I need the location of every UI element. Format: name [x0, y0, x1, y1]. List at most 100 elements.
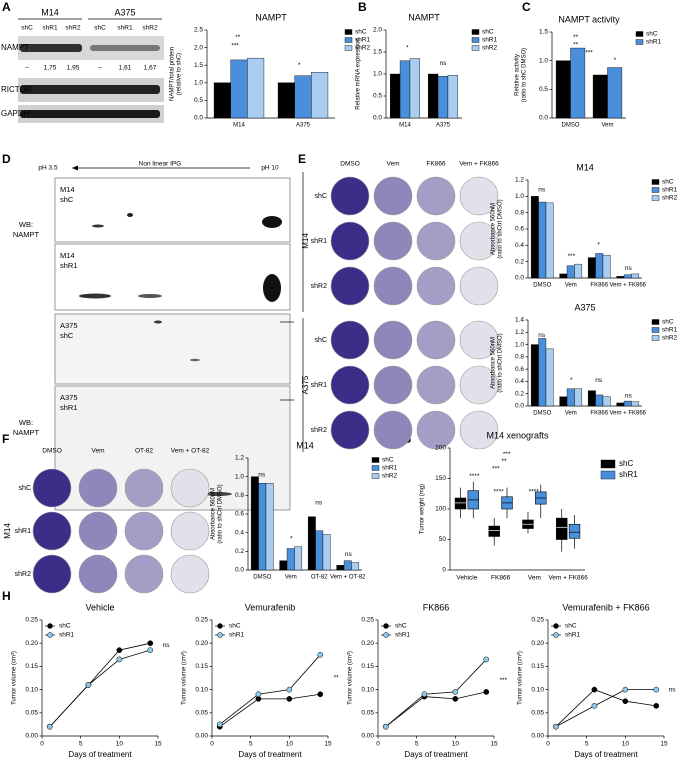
- bar: [545, 202, 554, 279]
- y-tick-label: 0.15: [361, 663, 374, 670]
- y-tick-label: 0.5: [539, 86, 548, 93]
- bar: [279, 560, 288, 571]
- significance: ***: [499, 677, 507, 684]
- x-tick-label: 15: [660, 741, 668, 748]
- bar: [559, 396, 568, 407]
- y-tick-label: 0.25: [195, 617, 208, 624]
- y-tick-label: 0.0: [194, 115, 203, 122]
- marker: [317, 691, 324, 698]
- significance: ns: [538, 332, 546, 339]
- bar: [294, 546, 303, 571]
- panel-letter: C: [522, 0, 531, 14]
- y-axis-label: (ratio to shCtrl DMSO): [218, 484, 224, 543]
- plate: [416, 176, 456, 216]
- y-tick-label: 1.0: [194, 80, 203, 87]
- plate: [416, 221, 456, 261]
- y-tick-label: 1.0: [373, 71, 382, 78]
- y-tick-label: 0.5: [373, 93, 382, 100]
- plate: [170, 554, 210, 594]
- marker: [216, 721, 223, 728]
- legend-label: shC: [662, 319, 674, 326]
- y-tick-label: 0.05: [195, 710, 208, 717]
- marker: [255, 691, 262, 698]
- legend-label: shC: [229, 623, 241, 630]
- series-line: [219, 654, 321, 725]
- marker: [147, 640, 154, 647]
- marker: [622, 698, 629, 705]
- band: [90, 45, 160, 51]
- legend-label: shR1: [59, 632, 75, 639]
- y-tick-label: 0.8: [515, 209, 524, 216]
- treatment-label: DMSO: [42, 448, 62, 455]
- bar: [538, 201, 547, 279]
- plate: [373, 176, 413, 216]
- x-tick-label: Vem: [601, 123, 613, 129]
- significance: ***: [585, 49, 593, 56]
- marker: [421, 691, 428, 698]
- bar: [530, 344, 539, 407]
- y-axis-label: Tumor weight (mg): [420, 484, 426, 534]
- y-tick-label: 0.00: [25, 733, 38, 740]
- spot: [154, 320, 162, 324]
- bar: [616, 276, 625, 279]
- y-axis-label: (ratio to shC DMSO): [522, 48, 528, 102]
- bar: [311, 72, 329, 119]
- bar: [566, 265, 575, 279]
- spot: [92, 224, 104, 228]
- plate: [459, 410, 499, 450]
- x-tick-label: M14: [399, 123, 411, 129]
- marker: [317, 651, 324, 658]
- marker: [147, 647, 154, 654]
- panel-letter: F: [2, 432, 9, 446]
- y-tick-label: 1.4: [515, 317, 524, 324]
- legend-swatch: [651, 187, 660, 193]
- bar: [607, 67, 623, 119]
- y-tick-label: 0.8: [235, 492, 244, 499]
- series-line: [555, 689, 657, 728]
- plate: [330, 266, 370, 306]
- bar: [623, 274, 632, 279]
- bar: [623, 400, 632, 407]
- y-tick-label: 0.25: [361, 617, 374, 624]
- y-tick-label: 2.0: [373, 27, 382, 34]
- x-tick-label: 15: [490, 741, 498, 748]
- y-tick-label: 0.10: [195, 686, 208, 693]
- legend-label: shR1: [662, 187, 678, 194]
- x-tick-label: Vem + FK866: [548, 575, 588, 582]
- y-tick-label: 0.00: [195, 733, 208, 740]
- legend-marker: [47, 632, 53, 638]
- spot: [190, 358, 200, 362]
- spot: [79, 293, 111, 299]
- legend-swatch: [471, 45, 480, 51]
- bar: [595, 394, 604, 407]
- sample-label: M14: [60, 185, 75, 194]
- bar: [315, 530, 324, 571]
- legend-label: shC: [382, 457, 394, 464]
- sample-label: shC: [60, 331, 74, 340]
- y-tick-label: 2.5: [194, 27, 203, 34]
- bar: [602, 254, 611, 279]
- marker: [85, 682, 92, 688]
- significance: ****: [494, 489, 505, 496]
- panel-letter: E: [298, 152, 306, 166]
- treatment-label: DMSO: [340, 161, 360, 168]
- cell-line-label: M14: [301, 233, 310, 249]
- chart-title: Vemurafenib + FK866: [562, 602, 649, 612]
- quantification: 1,95: [67, 65, 80, 72]
- plate: [330, 176, 370, 216]
- chart-title: Vehicle: [85, 602, 114, 612]
- legend-label: shR1: [619, 470, 638, 479]
- significance: ns: [538, 187, 546, 194]
- y-tick-label: 0.20: [25, 640, 38, 647]
- plate: [170, 468, 210, 508]
- significance: ns: [345, 551, 353, 558]
- y-tick-label: 0.05: [531, 710, 544, 717]
- legend-marker: [553, 632, 559, 638]
- legend-label: shR1: [565, 632, 581, 639]
- quantification: 1,75: [44, 65, 57, 72]
- plate: [32, 554, 72, 594]
- bar: [566, 388, 575, 407]
- legend-swatch: [344, 37, 353, 43]
- series-line: [385, 691, 487, 728]
- spot: [262, 216, 282, 228]
